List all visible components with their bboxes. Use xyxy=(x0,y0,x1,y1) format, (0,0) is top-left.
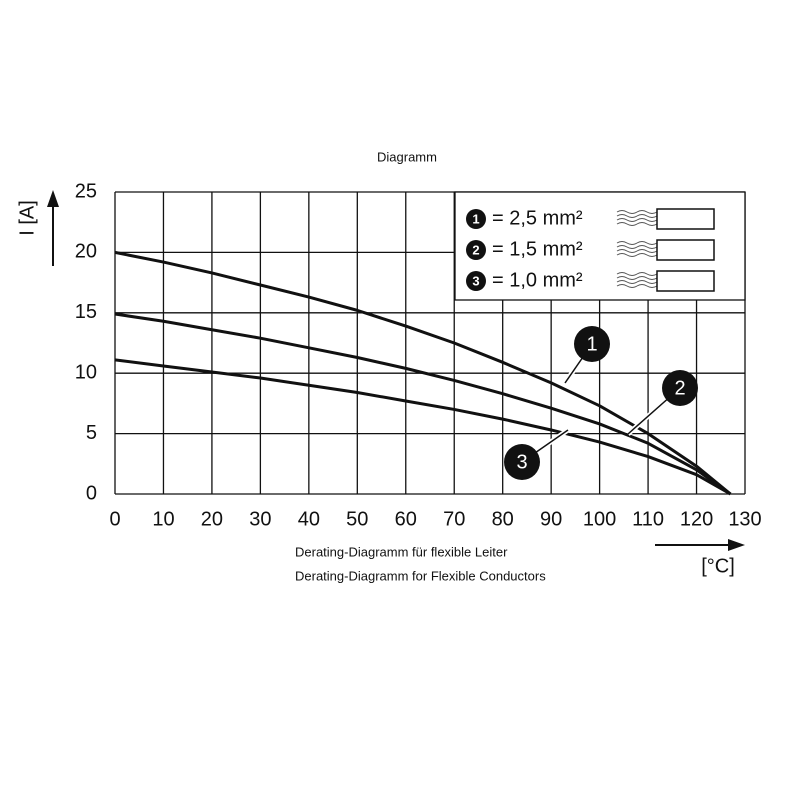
x-tick-label: 50 xyxy=(346,508,368,530)
wire-icon xyxy=(616,249,660,253)
y-tick-label: 15 xyxy=(75,301,97,323)
callout-label: 2 xyxy=(674,377,685,399)
x-tick-label: 30 xyxy=(249,508,271,530)
x-tick-label: 10 xyxy=(152,508,174,530)
y-tick-label: 25 xyxy=(75,180,97,202)
legend-marker-label: 3 xyxy=(472,273,479,288)
legend-label: = 1,5 mm² xyxy=(492,238,583,260)
legend-marker xyxy=(466,240,486,260)
chart-title: Diagramm xyxy=(377,149,437,164)
wire-icon xyxy=(616,214,660,218)
caption: Derating-Diagramm for Flexible Conductor… xyxy=(295,568,546,583)
y-axis-label: I [A] xyxy=(16,200,38,236)
x-axis-label: [°C] xyxy=(701,555,735,577)
y-arrow-head xyxy=(47,190,59,207)
x-tick-label: 130 xyxy=(728,508,761,530)
wire-icon xyxy=(616,218,660,222)
wire-icon xyxy=(616,210,660,214)
y-tick-label: 20 xyxy=(75,241,97,263)
wire-icon xyxy=(616,222,660,226)
series-line xyxy=(114,358,732,496)
wire-icon xyxy=(616,245,660,249)
y-tick-label: 5 xyxy=(86,422,97,444)
wire-icon xyxy=(616,284,660,288)
x-tick-label: 90 xyxy=(540,508,562,530)
callout-marker xyxy=(574,326,610,362)
wire-icon xyxy=(616,276,660,280)
legend-label: = 2,5 mm² xyxy=(492,207,583,229)
x-tick-label: 100 xyxy=(583,508,616,530)
wire-icon xyxy=(656,239,715,261)
x-arrow-head xyxy=(728,539,745,551)
y-tick-label: 0 xyxy=(86,482,97,504)
x-tick-label: 40 xyxy=(298,508,320,530)
wire-icon xyxy=(656,270,715,292)
callout-marker xyxy=(662,370,698,406)
callout-label: 1 xyxy=(586,333,597,355)
caption: Derating-Diagramm für flexible Leiter xyxy=(295,544,508,559)
legend-marker xyxy=(466,271,486,291)
x-tick-label: 0 xyxy=(109,508,120,530)
series-line xyxy=(114,312,732,496)
wire-icon xyxy=(616,253,660,257)
legend-marker xyxy=(466,209,486,229)
x-tick-label: 120 xyxy=(680,508,713,530)
wire-icon xyxy=(616,280,660,284)
x-tick-label: 20 xyxy=(201,508,223,530)
x-tick-label: 70 xyxy=(443,508,465,530)
x-tick-label: 110 xyxy=(632,508,664,530)
series-line xyxy=(114,250,732,496)
legend-marker-label: 2 xyxy=(472,242,479,257)
y-tick-label: 10 xyxy=(75,361,97,383)
callout-label: 3 xyxy=(516,451,527,473)
wire-icon xyxy=(656,208,715,230)
wire-icon xyxy=(616,241,660,245)
legend-label: = 1,0 mm² xyxy=(492,269,583,291)
callout-marker xyxy=(504,444,540,480)
x-tick-label: 80 xyxy=(492,508,514,530)
legend-marker-label: 1 xyxy=(472,211,479,226)
wire-icon xyxy=(616,272,660,276)
x-tick-label: 60 xyxy=(395,508,417,530)
